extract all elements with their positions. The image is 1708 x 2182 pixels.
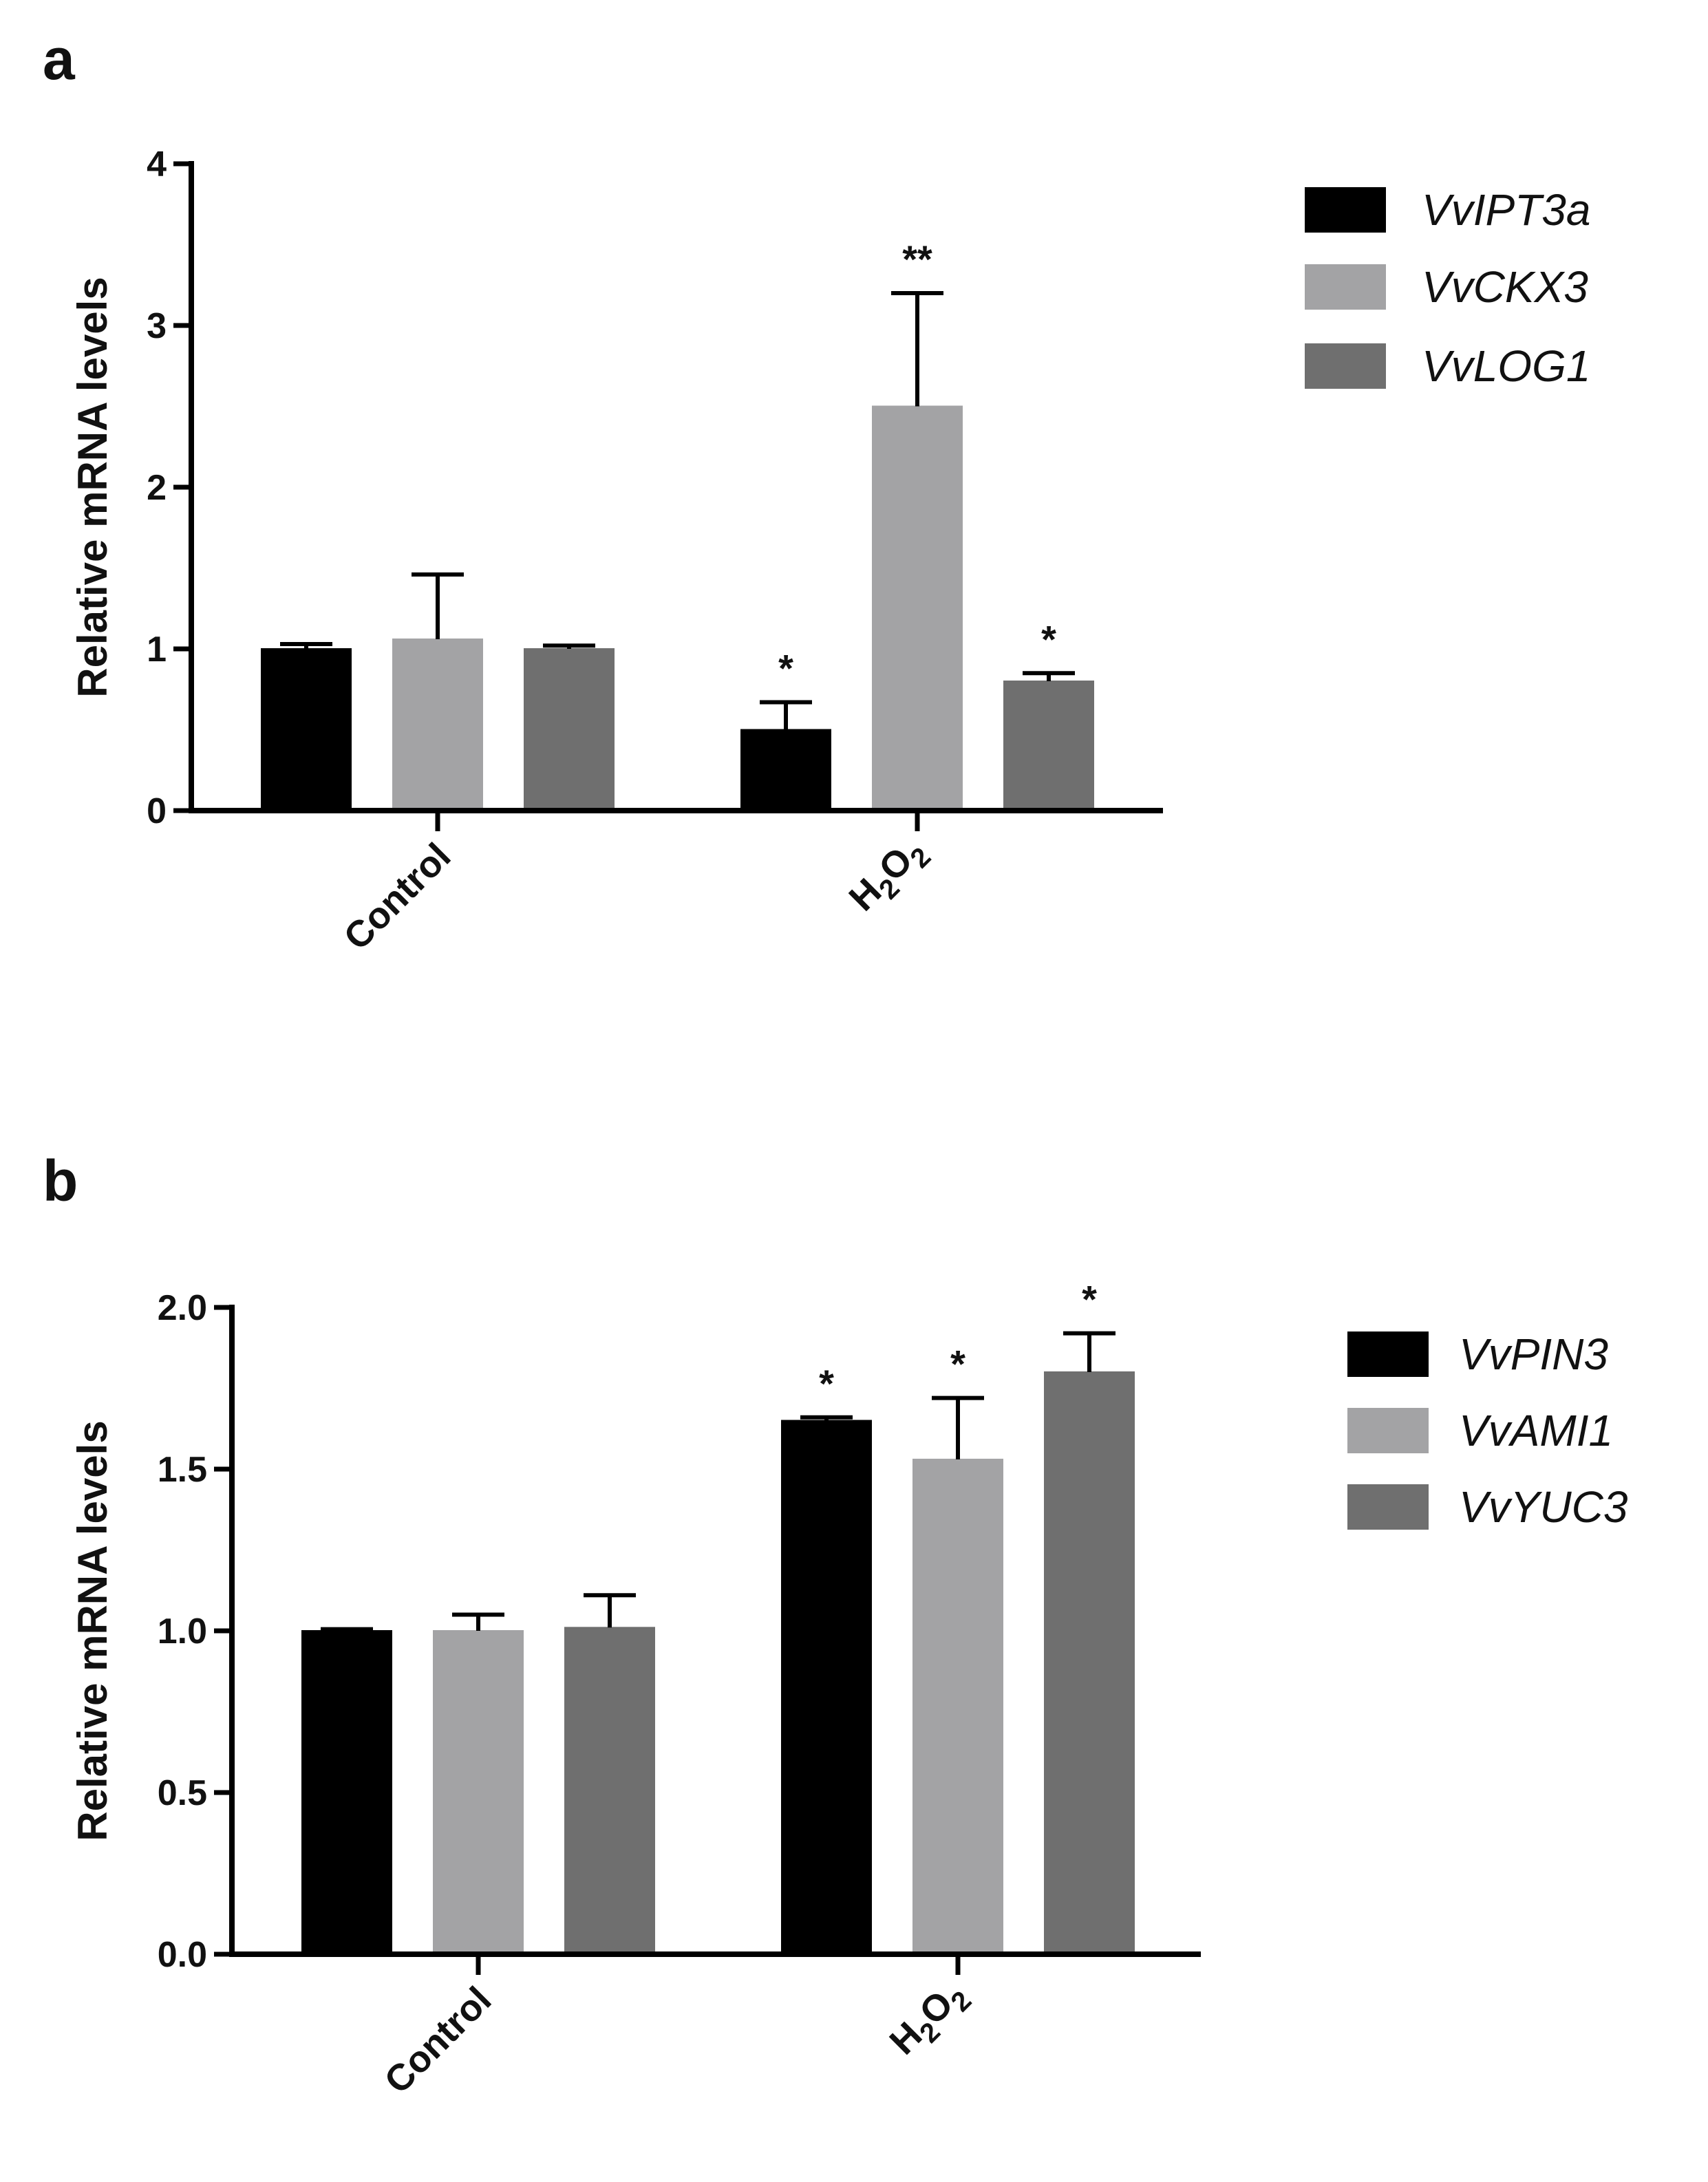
legend-label-VvYUC3: VvYUC3	[1459, 1482, 1628, 1532]
y-tick-label: 3	[147, 306, 167, 346]
significance-label: *	[1041, 617, 1056, 661]
legend-swatch-VvPIN3	[1347, 1331, 1429, 1377]
y-tick-label: 2	[147, 468, 167, 508]
y-tick-label: 1.5	[158, 1450, 207, 1490]
bar-VvLOG1-H2O2	[1003, 681, 1094, 811]
significance-label: *	[819, 1362, 834, 1405]
legend-label-VvAMI1: VvAMI1	[1459, 1406, 1613, 1455]
bar-VvIPT3a-H2O2	[740, 729, 831, 811]
bar-VvAMI1-H2O2	[912, 1458, 1003, 1955]
legend-label-VvPIN3: VvPIN3	[1459, 1329, 1608, 1379]
legend-swatch-VvIPT3a	[1305, 187, 1386, 233]
y-tick-label: 0	[147, 791, 167, 831]
legend-swatch-VvLOG1	[1305, 343, 1386, 389]
y-axis-label: Relative mRNA levels	[70, 277, 116, 697]
panel-label: b	[43, 1148, 78, 1213]
y-tick-label: 4	[147, 145, 167, 184]
legend-label-VvCKX3: VvCKX3	[1422, 262, 1588, 312]
bar-VvYUC3-Control	[564, 1627, 655, 1956]
significance-label: **	[902, 237, 932, 281]
y-tick-label: 0.0	[158, 1935, 207, 1975]
y-tick-label: 1	[147, 630, 167, 670]
panel-label: a	[43, 27, 76, 92]
legend-label-VvIPT3a: VvIPT3a	[1422, 185, 1590, 235]
bar-VvCKX3-Control	[392, 638, 483, 812]
bar-VvYUC3-H2O2	[1044, 1371, 1135, 1955]
y-axis-label: Relative mRNA levels	[70, 1420, 116, 1841]
y-tick-label: 2.0	[158, 1288, 207, 1328]
bar-VvAMI1-Control	[433, 1630, 524, 1955]
bar-VvCKX3-H2O2	[872, 405, 963, 811]
legend-label-VvLOG1: VvLOG1	[1422, 341, 1590, 391]
significance-label: *	[778, 647, 793, 690]
legend-swatch-VvYUC3	[1347, 1484, 1429, 1530]
y-tick-label: 0.5	[158, 1773, 207, 1813]
bar-VvPIN3-Control	[301, 1630, 392, 1955]
legend-swatch-VvAMI1	[1347, 1408, 1429, 1453]
bar-VvPIN3-H2O2	[781, 1420, 872, 1955]
legend-swatch-VvCKX3	[1305, 264, 1386, 310]
bar-VvLOG1-Control	[524, 648, 615, 811]
bar-VvIPT3a-Control	[261, 648, 352, 811]
significance-label: *	[950, 1343, 965, 1386]
significance-label: *	[1082, 1278, 1097, 1321]
y-tick-label: 1.0	[158, 1612, 207, 1651]
